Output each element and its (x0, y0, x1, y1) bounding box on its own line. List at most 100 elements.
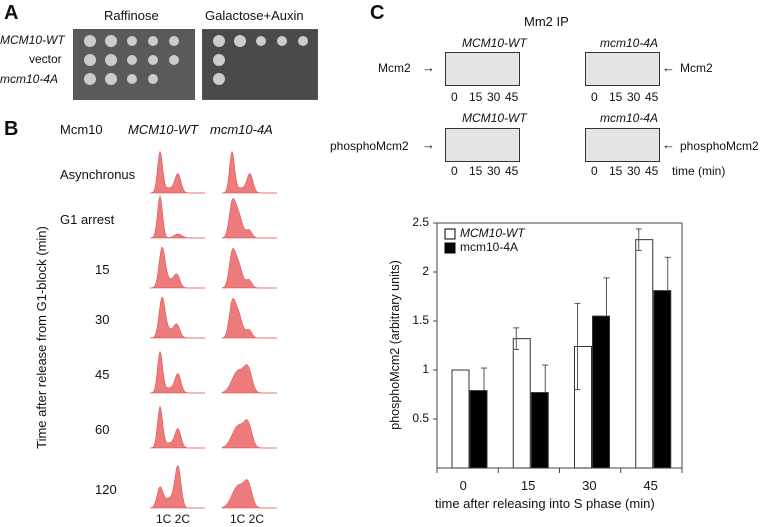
lane-label: 45 (645, 90, 659, 104)
lane-label: 15 (609, 90, 623, 104)
bar-mcm10-wt (635, 239, 654, 469)
histogram-4a (221, 364, 277, 394)
histogram-wt (149, 150, 205, 194)
blot-phospho-4a (585, 128, 660, 162)
bar-mcm10-4a (530, 392, 549, 469)
yeast-spot (127, 36, 137, 46)
histogram-wt (149, 405, 205, 449)
blot2-left-label: phosphoMcm2 (330, 139, 409, 153)
arrow-icon: ← (662, 137, 675, 152)
yeast-spot (105, 35, 117, 47)
yeast-spot (256, 36, 266, 46)
yeast-spot (298, 36, 308, 46)
yeast-spot (234, 35, 246, 47)
lane-label: 15 (469, 90, 483, 104)
blot1-group-4a: mcm10-4A (600, 36, 659, 50)
bar-mcm10-wt (451, 369, 470, 469)
histogram-4a (221, 197, 277, 239)
condition-raffinose: Raffinose (104, 8, 159, 23)
legend-swatch (444, 228, 456, 240)
strain-4a: mcm10-4A (0, 72, 59, 86)
arrow-icon: ← (662, 60, 675, 75)
lane-label: 15 (469, 164, 483, 178)
y-tick-label: 2.5 (412, 215, 429, 229)
panel-a-label: A (4, 2, 19, 24)
y-tick-label: 2 (422, 264, 429, 278)
histogram-wt (149, 296, 205, 339)
yeast-spot (213, 73, 225, 85)
yeast-spot (84, 54, 96, 66)
yeast-spot (213, 35, 225, 47)
histogram-wt (149, 195, 205, 239)
blot-phospho-wt (445, 128, 520, 162)
lane-label: 45 (505, 90, 519, 104)
bar-mcm10-wt (512, 338, 531, 469)
blot1-group-wt: MCM10-WT (462, 36, 527, 50)
y-tick-label: 1.5 (412, 313, 429, 327)
condition-galactose-auxin: Galactose+Auxin (205, 8, 304, 23)
blot1-right-label: Mcm2 (680, 61, 713, 75)
histogram-wt (149, 464, 205, 509)
lane-label: 0 (591, 90, 598, 104)
b-xtick-wt: 1C 2C (156, 512, 191, 526)
strain-wt: MCM10-WT (0, 33, 65, 47)
bar-mcm10-4a (469, 390, 488, 469)
lane-label: 0 (451, 164, 458, 178)
blot2-group-wt: MCM10-WT (462, 111, 527, 125)
histogram-4a (221, 247, 277, 289)
column-4a: mcm10-4A (210, 122, 273, 137)
histogram-4a (221, 479, 277, 509)
lane-label: 30 (627, 164, 641, 178)
yeast-spot (127, 74, 137, 84)
mcm10-header: Mcm10 (60, 122, 103, 137)
blot2-unit: time (min) (672, 164, 726, 178)
chart-xlabel: time after releasing into S phase (min) (435, 496, 655, 511)
yeast-spot (105, 73, 117, 85)
histogram-4a (221, 150, 277, 194)
bar-mcm10-wt (574, 345, 592, 469)
y-tick-label: 0.5 (412, 411, 429, 425)
yeast-spot (105, 54, 117, 66)
lane-label: 45 (645, 164, 659, 178)
histogram-4a (221, 297, 277, 339)
row-label: 45 (95, 367, 110, 382)
histogram-wt (149, 246, 205, 289)
y-tick-label: 1 (422, 362, 429, 376)
lane-label: 45 (505, 164, 519, 178)
arrow-icon: → (422, 60, 435, 75)
legend-label: MCM10-WT (460, 226, 525, 240)
row-label: G1 arrest (60, 212, 115, 227)
yeast-spot (169, 36, 179, 46)
lane-label: 30 (487, 90, 501, 104)
blot2-group-4a: mcm10-4A (600, 111, 659, 125)
x-tick-label: 45 (643, 478, 658, 493)
histogram-wt (149, 350, 205, 394)
yeast-spot (148, 36, 158, 46)
row-label: Asynchronus (60, 167, 136, 182)
legend-swatch (444, 242, 456, 254)
blot1-left-label: Mcm2 (378, 61, 411, 75)
legend-label: mcm10-4A (460, 240, 519, 254)
lane-label: 30 (487, 164, 501, 178)
bar-mcm10-4a (653, 290, 672, 469)
x-tick-label: 0 (459, 478, 467, 493)
lane-label: 0 (451, 90, 458, 104)
yeast-spot (169, 55, 179, 65)
yeast-spot (148, 55, 158, 65)
row-label: 15 (95, 262, 110, 277)
yeast-spot (148, 74, 158, 84)
blot2-right-label: phosphoMcm2 (680, 139, 759, 153)
x-tick-label: 15 (520, 478, 536, 493)
panel-c-label: C (370, 2, 385, 24)
b-xtick-4a: 1C 2C (230, 512, 265, 526)
yeast-spot (84, 35, 96, 47)
blot-mcm2-4a (585, 52, 660, 86)
yeast-spot (277, 36, 287, 46)
lane-label: 0 (591, 164, 598, 178)
x-tick-label: 30 (582, 478, 597, 493)
panel-b-label: B (4, 118, 19, 140)
blot-mcm2-wt (445, 52, 520, 86)
strain-vector: vector (29, 52, 62, 66)
